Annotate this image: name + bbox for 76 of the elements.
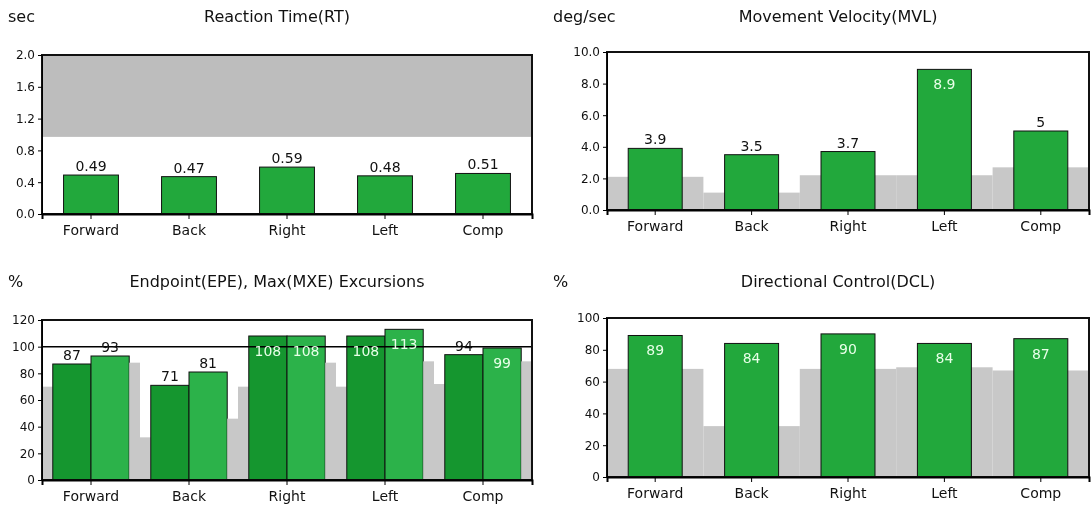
y-tick-label: 60 — [19, 393, 35, 408]
y-tick-label: 20 — [19, 446, 35, 461]
y-tick-label: 2.0 — [15, 48, 35, 63]
y-tick-label: 80 — [19, 366, 35, 381]
x-tick-label: Comp — [1020, 217, 1062, 234]
data-label: 108 — [254, 343, 282, 359]
y-axis-title: % — [8, 272, 24, 291]
data-label: 3.9 — [644, 131, 667, 148]
x-tick-label: Comp — [1020, 484, 1062, 501]
x-tick-label: Left — [371, 221, 399, 238]
y-tick-label: 0.0 — [580, 203, 600, 218]
data-label: 8.9 — [933, 76, 956, 93]
x-tick-label: Back — [734, 217, 770, 234]
y-tick-label: 1.2 — [15, 111, 35, 126]
data-label: 84 — [935, 350, 954, 367]
x-tick-label: Left — [371, 487, 399, 504]
x-tick-label: Right — [829, 217, 867, 234]
data-label: 81 — [199, 355, 218, 371]
data-label: 108 — [352, 343, 380, 359]
data-label: 87 — [62, 347, 81, 363]
chart-title: Movement Velocity(MVL) — [738, 7, 938, 26]
y-tick-label: 0.8 — [15, 143, 35, 158]
x-tick-label: Back — [172, 221, 207, 238]
data-label: 87 — [1031, 345, 1050, 362]
x-tick-label: Forward — [62, 221, 120, 238]
x-tick-label: Forward — [627, 484, 684, 501]
y-tick-label: 1.6 — [15, 80, 35, 95]
x-tick-label: Comp — [462, 221, 504, 238]
x-tick-label: Left — [931, 217, 959, 234]
y-tick-label: 10.0 — [573, 45, 600, 60]
y-tick-label: 8.0 — [580, 76, 600, 91]
y-axis-title: deg/sec — [553, 7, 616, 26]
x-tick-label: Back — [734, 484, 770, 501]
data-label: 0.49 — [75, 158, 107, 175]
data-label: 5 — [1036, 114, 1046, 130]
y-tick-label: 60 — [584, 374, 600, 389]
x-tick-label: Back — [172, 487, 207, 504]
y-tick-label: 80 — [584, 343, 600, 358]
data-label: 84 — [742, 350, 761, 367]
y-tick-label: 100 — [577, 311, 600, 326]
data-label: 0.47 — [173, 159, 205, 176]
y-axis-title: % — [553, 272, 569, 291]
x-tick-label: Right — [268, 221, 306, 238]
y-tick-label: 4.0 — [580, 140, 600, 155]
data-label: 0.51 — [467, 156, 499, 173]
data-label: 0.59 — [271, 150, 303, 167]
data-label: 99 — [493, 355, 512, 371]
x-tick-label: Left — [931, 484, 959, 501]
y-tick-label: 0.0 — [15, 207, 35, 222]
x-tick-label: Forward — [62, 487, 120, 504]
y-tick-label: 0 — [592, 470, 600, 485]
data-label: 71 — [160, 368, 179, 385]
x-tick-label: Right — [829, 484, 867, 501]
y-tick-label: 0.4 — [15, 175, 35, 190]
bar — [521, 361, 532, 480]
data-label: 108 — [292, 343, 320, 359]
x-tick-label: Right — [268, 487, 306, 504]
data-label: 3.5 — [740, 137, 763, 154]
y-tick-label: 40 — [584, 406, 600, 421]
data-label: 90 — [839, 340, 857, 357]
y-axis-title: sec — [8, 7, 35, 26]
y-tick-label: 6.0 — [580, 108, 600, 123]
data-label: 3.7 — [836, 134, 860, 151]
y-tick-label: 2.0 — [580, 171, 600, 186]
y-tick-label: 40 — [19, 420, 35, 435]
x-tick-label: Forward — [627, 217, 684, 234]
chart-title: Directional Control(DCL) — [740, 272, 936, 291]
y-tick-label: 20 — [584, 438, 600, 453]
x-tick-label: Comp — [462, 487, 504, 504]
y-tick-label: 100 — [12, 340, 35, 355]
y-tick-label: 0 — [27, 473, 35, 488]
y-tick-label: 120 — [12, 313, 35, 328]
data-label: 89 — [646, 342, 665, 359]
chart-title: Endpoint(EPE), Max(MXE) Excursions — [129, 272, 425, 291]
data-label: 0.48 — [369, 158, 401, 175]
chart-title: Reaction Time(RT) — [204, 7, 350, 26]
